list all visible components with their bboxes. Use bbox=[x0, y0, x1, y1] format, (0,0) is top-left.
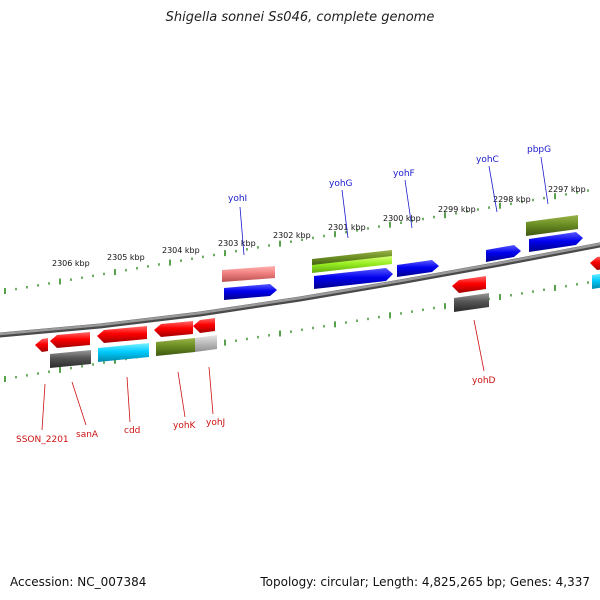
gene-block-yohJ[interactable] bbox=[195, 335, 217, 352]
gene-block-yohK[interactable] bbox=[156, 338, 195, 356]
tick-label-2300: 2300 kbp bbox=[383, 214, 421, 223]
gene-arrow-yohD[interactable] bbox=[452, 276, 486, 293]
genome-summary-text: Topology: circular; Length: 4,825,265 bp… bbox=[260, 575, 590, 589]
gene-label-cdd[interactable]: cdd bbox=[124, 426, 140, 436]
gene-arrow-yohJ[interactable] bbox=[193, 318, 215, 333]
gene-arrow-yohG-lower bbox=[312, 256, 392, 273]
forward-genes-outer bbox=[222, 215, 578, 282]
gene-arrow-pbpG-cds[interactable] bbox=[529, 232, 583, 252]
bottom-gene-labels: SSON_2201 sanA cdd yohK yohJ yohD bbox=[16, 319, 496, 445]
gene-arrow-pbpG[interactable] bbox=[526, 215, 578, 236]
gene-arrow-yohC[interactable] bbox=[486, 245, 521, 262]
gene-arrow-SSON_2201[interactable] bbox=[35, 338, 48, 352]
gene-block-edge-right[interactable] bbox=[592, 273, 600, 289]
gene-label-yohK[interactable]: yohK bbox=[173, 421, 197, 431]
gene-label-yohI[interactable]: yohI bbox=[228, 194, 247, 204]
scale-ticks-top bbox=[4, 189, 589, 294]
forward-genes-inner bbox=[224, 232, 583, 300]
scale-ticks-bottom bbox=[4, 281, 589, 382]
gene-arrow-yohH[interactable] bbox=[224, 284, 277, 300]
tick-label-2299: 2299 kbp bbox=[438, 205, 476, 214]
genome-backbone bbox=[0, 242, 600, 338]
tick-label-2297: 2297 kbp bbox=[548, 185, 586, 194]
gene-block-cdd[interactable] bbox=[98, 343, 149, 362]
reverse-genes-inner bbox=[35, 256, 600, 352]
gene-block-yohD[interactable] bbox=[454, 293, 489, 312]
gene-label-yohG[interactable]: yohG bbox=[329, 179, 353, 189]
tick-label-2305: 2305 kbp bbox=[107, 253, 145, 262]
tick-label-2302: 2302 kbp bbox=[273, 231, 311, 240]
gene-label-yohF[interactable]: yohF bbox=[393, 169, 415, 179]
map-title: Shigella sonnei Ss046, complete genome bbox=[165, 10, 435, 25]
gene-label-SSON_2201[interactable]: SSON_2201 bbox=[16, 435, 69, 445]
tick-label-2303: 2303 kbp bbox=[218, 239, 256, 248]
gene-arrow-yohF[interactable] bbox=[397, 260, 439, 277]
top-gene-labels: yohI yohG yohF yohC pbpG bbox=[228, 145, 551, 256]
gene-arrow-cdd[interactable] bbox=[97, 326, 147, 343]
gene-arrow-edge-right[interactable] bbox=[590, 256, 600, 270]
tick-label-2304: 2304 kbp bbox=[162, 246, 200, 255]
gene-label-yohD[interactable]: yohD bbox=[472, 376, 496, 386]
gene-arrow-yohI[interactable] bbox=[222, 266, 275, 282]
gene-label-yohC[interactable]: yohC bbox=[476, 155, 499, 165]
gene-arrow-yohG-cds[interactable] bbox=[314, 268, 393, 289]
gene-arrow-yohK[interactable] bbox=[154, 321, 193, 337]
gene-label-pbpG[interactable]: pbpG bbox=[527, 145, 551, 155]
gene-label-yohJ[interactable]: yohJ bbox=[206, 418, 225, 428]
gene-block-sanA[interactable] bbox=[50, 350, 91, 368]
reverse-genes-outer bbox=[50, 273, 600, 368]
accession-text: Accession: NC_007384 bbox=[10, 575, 147, 589]
tick-label-2306: 2306 kbp bbox=[52, 259, 90, 268]
gene-arrow-sanA[interactable] bbox=[50, 332, 90, 348]
gene-label-sanA[interactable]: sanA bbox=[76, 430, 99, 440]
tick-label-2298: 2298 kbp bbox=[493, 195, 531, 204]
